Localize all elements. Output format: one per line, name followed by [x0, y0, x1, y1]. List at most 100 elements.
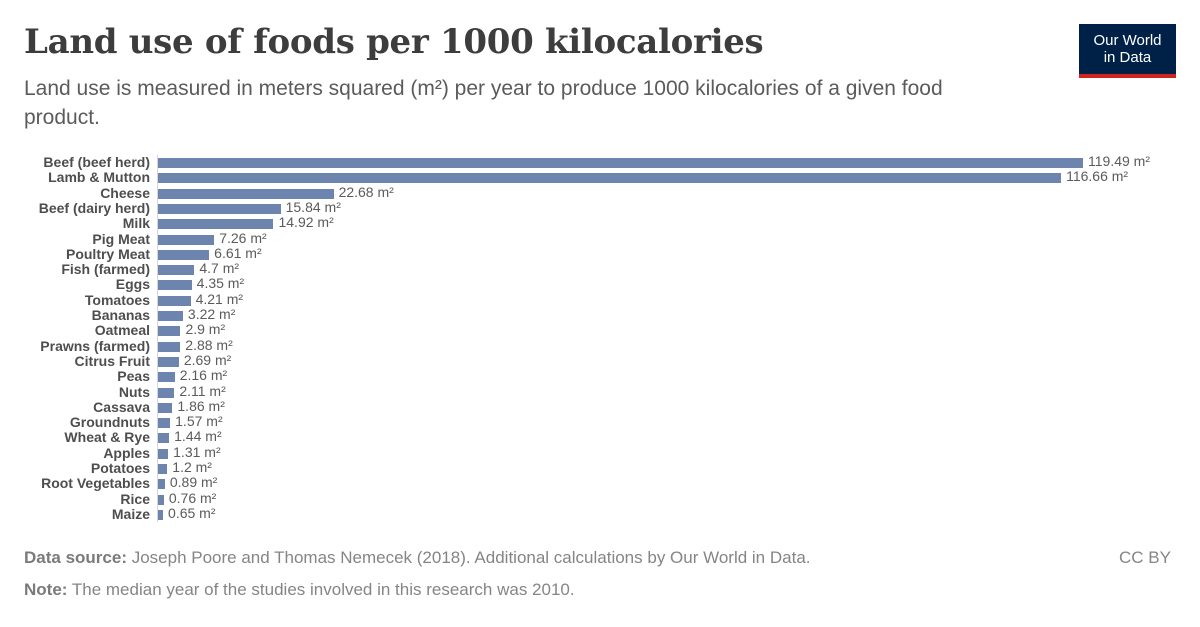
bar-row[interactable]: Cassava 1.86 m² — [0, 397, 1200, 415]
bar[interactable] — [158, 464, 168, 474]
category-label: Bananas — [91, 307, 150, 323]
owid-logo[interactable]: Our World in Data — [1079, 24, 1176, 78]
chart-subtitle: Land use is measured in meters squared (… — [24, 77, 943, 129]
bar-row[interactable]: Apples 1.31 m² — [0, 443, 1200, 461]
bar-row[interactable]: Peas 2.16 m² — [0, 367, 1200, 385]
category-label: Beef (dairy herd) — [38, 199, 150, 216]
value-label: 4.21 m² — [195, 290, 244, 307]
bar-row[interactable]: Root Vegetables 0.89 m² — [0, 475, 1200, 492]
bar-row[interactable]: Pig Meat 7.26 m² — [0, 229, 1200, 247]
bar-row[interactable]: Maize 0.65 m² — [0, 505, 1200, 522]
category-label: Rice — [120, 490, 150, 507]
bar[interactable] — [158, 494, 164, 505]
chart-title: Land use of foods per 1000 kilocalories — [24, 22, 764, 62]
bar-row[interactable]: Potatoes 1.2 m² — [0, 460, 1200, 476]
bar[interactable] — [158, 311, 183, 321]
note-label: Note: — [24, 580, 68, 599]
bar[interactable] — [158, 173, 1062, 184]
bar[interactable] — [158, 418, 171, 429]
category-label: Lamb & Mutton — [48, 169, 150, 186]
category-label: Citrus Fruit — [74, 352, 150, 369]
value-label: 116.66 m² — [1066, 168, 1129, 185]
bar[interactable] — [158, 249, 210, 260]
y-axis-line — [157, 155, 158, 522]
bar-row[interactable]: Lamb & Mutton 116.66 m² — [0, 168, 1200, 186]
bar[interactable] — [158, 509, 164, 520]
bar[interactable] — [158, 387, 175, 398]
category-label: Prawns (farmed) — [40, 337, 150, 354]
note-text: The median year of the studies involved … — [67, 580, 575, 599]
value-label: 1.31 m² — [173, 443, 221, 460]
bar[interactable] — [158, 158, 1083, 168]
bar-row[interactable]: Groundnuts 1.57 m² — [0, 413, 1200, 430]
bar[interactable] — [158, 356, 179, 367]
bar[interactable] — [158, 479, 165, 490]
bar-row[interactable]: Tomatoes 4.21 m² — [0, 290, 1200, 308]
value-label: 22.68 m² — [338, 183, 394, 200]
category-label: Nuts — [118, 383, 150, 400]
bar-row[interactable]: Fish (farmed) 4.7 m² — [0, 260, 1200, 278]
bar[interactable] — [158, 280, 192, 291]
category-label: Wheat & Rye — [64, 429, 150, 446]
bar-chart: Beef (beef herd) 119.49 m² Lamb & Mutton 11… — [0, 150, 1200, 525]
bar[interactable] — [158, 341, 181, 352]
value-label: 15.84 m² — [285, 198, 341, 215]
bar-row[interactable]: Nuts 2.11 m² — [0, 382, 1200, 400]
value-label: 1.44 m² — [174, 428, 222, 445]
value-label: 2.16 m² — [179, 367, 228, 384]
chart-note: Note: The median year of the studies inv… — [24, 580, 1176, 600]
category-label: Tomatoes — [84, 291, 150, 308]
bar[interactable] — [158, 203, 281, 214]
bar-row[interactable]: Poultry Meat 6.61 m² — [0, 244, 1200, 262]
bar[interactable] — [158, 265, 195, 276]
category-label: Beef (beef herd) — [43, 154, 150, 170]
data-source: Data source: Joseph Poore and Thomas Nem… — [24, 548, 1176, 568]
value-label: 2.88 m² — [185, 336, 233, 353]
bar[interactable] — [158, 448, 169, 459]
value-label: 0.76 m² — [168, 489, 217, 506]
bar-row[interactable]: Bananas 3.22 m² — [0, 306, 1200, 323]
bar-row[interactable]: Prawns (farmed) 2.88 m² — [0, 336, 1200, 354]
bar-row[interactable]: Cheese 22.68 m² — [0, 183, 1200, 201]
bar[interactable] — [158, 326, 181, 337]
value-label: 119.49 m² — [1088, 153, 1150, 169]
license-link[interactable]: CC BY — [1119, 548, 1171, 567]
category-label: Apples — [103, 444, 150, 461]
value-label: 1.57 m² — [175, 413, 223, 430]
value-label: 4.35 m² — [196, 275, 245, 292]
bar-row[interactable]: Oatmeal 2.9 m² — [0, 321, 1200, 339]
category-label: Fish (farmed) — [61, 261, 150, 278]
category-label: Root Vegetables — [41, 475, 150, 492]
category-label: Peas — [117, 368, 150, 385]
value-label: 2.69 m² — [183, 351, 232, 368]
bar-row[interactable]: Beef (dairy herd) 15.84 m² — [0, 198, 1200, 216]
bar-row[interactable]: Eggs 4.35 m² — [0, 275, 1200, 293]
bar[interactable] — [158, 372, 175, 383]
bar-row[interactable]: Beef (beef herd) 119.49 m² — [0, 153, 1200, 170]
value-label: 2.11 m² — [179, 382, 226, 399]
bar-row[interactable]: Wheat & Rye 1.44 m² — [0, 428, 1200, 446]
value-label: 2.9 m² — [185, 321, 226, 338]
bar[interactable] — [158, 295, 191, 306]
category-label: Eggs — [115, 276, 150, 293]
bar[interactable] — [158, 219, 274, 230]
bar-row[interactable]: Milk 14.92 m² — [0, 215, 1200, 232]
bar-row[interactable]: Citrus Fruit 2.69 m² — [0, 351, 1200, 369]
value-label: 4.7 m² — [199, 260, 240, 277]
bar[interactable] — [158, 188, 334, 199]
bar[interactable] — [158, 234, 215, 245]
value-label: 3.22 m² — [187, 306, 236, 322]
value-label: 6.61 m² — [214, 244, 262, 261]
value-label: 7.26 m² — [219, 229, 267, 246]
bar-row[interactable]: Rice 0.76 m² — [0, 489, 1200, 507]
bar[interactable] — [158, 402, 173, 413]
category-label: Oatmeal — [94, 322, 150, 339]
source-text[interactable]: Joseph Poore and Thomas Nemecek (2018). … — [126, 548, 811, 567]
category-label: Potatoes — [90, 460, 150, 476]
logo-line-1: Our World — [1093, 32, 1162, 49]
category-label: Poultry Meat — [65, 245, 150, 262]
value-label: 1.86 m² — [177, 397, 225, 414]
bar[interactable] — [158, 433, 170, 444]
category-label: Cassava — [93, 398, 150, 415]
category-label: Milk — [122, 215, 150, 232]
